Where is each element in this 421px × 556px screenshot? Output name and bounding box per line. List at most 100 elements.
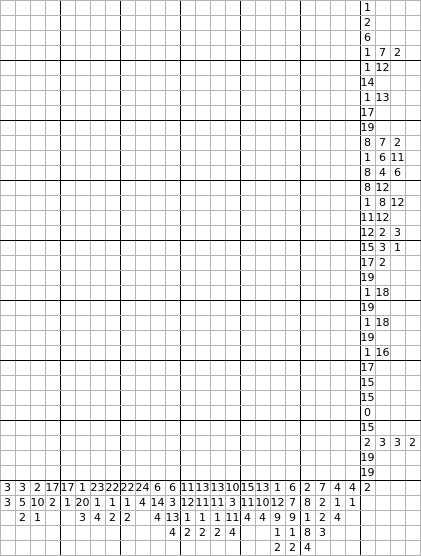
grid-cell[interactable] [195, 45, 210, 60]
grid-cell[interactable] [150, 105, 165, 120]
grid-cell[interactable] [180, 300, 195, 315]
grid-cell[interactable] [15, 465, 30, 480]
grid-cell[interactable] [45, 270, 60, 285]
grid-cell[interactable] [225, 90, 240, 105]
grid-cell[interactable] [210, 390, 225, 405]
grid-cell[interactable] [285, 405, 300, 420]
grid-cell[interactable] [255, 390, 270, 405]
grid-cell[interactable] [240, 390, 255, 405]
grid-cell[interactable] [75, 210, 90, 225]
grid-cell[interactable] [0, 180, 15, 195]
grid-cell[interactable] [75, 0, 90, 15]
grid-cell[interactable] [195, 270, 210, 285]
grid-cell[interactable] [165, 270, 180, 285]
grid-cell[interactable] [300, 435, 315, 450]
grid-cell[interactable] [120, 15, 135, 30]
grid-cell[interactable] [135, 195, 150, 210]
grid-cell[interactable] [255, 135, 270, 150]
grid-cell[interactable] [165, 120, 180, 135]
grid-cell[interactable] [345, 0, 360, 15]
grid-cell[interactable] [45, 435, 60, 450]
grid-cell[interactable] [90, 420, 105, 435]
grid-cell[interactable] [240, 195, 255, 210]
grid-cell[interactable] [270, 30, 285, 45]
grid-cell[interactable] [285, 420, 300, 435]
grid-cell[interactable] [270, 405, 285, 420]
grid-cell[interactable] [285, 195, 300, 210]
grid-cell[interactable] [300, 30, 315, 45]
grid-cell[interactable] [120, 75, 135, 90]
grid-cell[interactable] [45, 405, 60, 420]
grid-cell[interactable] [255, 345, 270, 360]
grid-cell[interactable] [105, 180, 120, 195]
grid-cell[interactable] [300, 465, 315, 480]
grid-cell[interactable] [210, 450, 225, 465]
grid-cell[interactable] [45, 75, 60, 90]
grid-cell[interactable] [255, 405, 270, 420]
grid-cell[interactable] [270, 150, 285, 165]
grid-cell[interactable] [120, 255, 135, 270]
grid-cell[interactable] [330, 225, 345, 240]
grid-cell[interactable] [15, 330, 30, 345]
grid-cell[interactable] [15, 360, 30, 375]
grid-cell[interactable] [330, 180, 345, 195]
grid-cell[interactable] [0, 105, 15, 120]
grid-cell[interactable] [30, 360, 45, 375]
grid-cell[interactable] [75, 285, 90, 300]
grid-cell[interactable] [195, 180, 210, 195]
grid-cell[interactable] [105, 345, 120, 360]
grid-cell[interactable] [315, 465, 330, 480]
grid-cell[interactable] [225, 360, 240, 375]
grid-cell[interactable] [105, 420, 120, 435]
grid-cell[interactable] [0, 300, 15, 315]
grid-cell[interactable] [15, 105, 30, 120]
grid-cell[interactable] [45, 30, 60, 45]
grid-cell[interactable] [330, 375, 345, 390]
grid-cell[interactable] [300, 240, 315, 255]
grid-cell[interactable] [270, 165, 285, 180]
grid-cell[interactable] [30, 255, 45, 270]
grid-cell[interactable] [165, 240, 180, 255]
grid-cell[interactable] [180, 15, 195, 30]
grid-cell[interactable] [300, 180, 315, 195]
grid-cell[interactable] [285, 15, 300, 30]
grid-cell[interactable] [60, 255, 75, 270]
grid-cell[interactable] [135, 240, 150, 255]
grid-cell[interactable] [150, 210, 165, 225]
grid-cell[interactable] [75, 120, 90, 135]
grid-cell[interactable] [255, 30, 270, 45]
grid-cell[interactable] [225, 240, 240, 255]
grid-cell[interactable] [240, 450, 255, 465]
grid-cell[interactable] [120, 330, 135, 345]
grid-cell[interactable] [75, 135, 90, 150]
grid-cell[interactable] [225, 375, 240, 390]
grid-cell[interactable] [210, 465, 225, 480]
grid-cell[interactable] [180, 360, 195, 375]
grid-cell[interactable] [30, 90, 45, 105]
grid-cell[interactable] [210, 195, 225, 210]
grid-cell[interactable] [150, 300, 165, 315]
grid-cell[interactable] [90, 60, 105, 75]
grid-cell[interactable] [315, 330, 330, 345]
grid-cell[interactable] [105, 105, 120, 120]
grid-cell[interactable] [45, 390, 60, 405]
grid-cell[interactable] [285, 240, 300, 255]
grid-cell[interactable] [270, 45, 285, 60]
grid-cell[interactable] [90, 180, 105, 195]
grid-cell[interactable] [285, 165, 300, 180]
grid-cell[interactable] [90, 15, 105, 30]
grid-cell[interactable] [315, 405, 330, 420]
grid-cell[interactable] [240, 435, 255, 450]
grid-cell[interactable] [345, 450, 360, 465]
grid-cell[interactable] [180, 375, 195, 390]
grid-cell[interactable] [15, 75, 30, 90]
grid-cell[interactable] [75, 345, 90, 360]
grid-cell[interactable] [135, 75, 150, 90]
grid-cell[interactable] [135, 30, 150, 45]
grid-cell[interactable] [30, 60, 45, 75]
grid-cell[interactable] [195, 255, 210, 270]
grid-cell[interactable] [255, 75, 270, 90]
grid-cell[interactable] [105, 15, 120, 30]
grid-cell[interactable] [195, 420, 210, 435]
grid-cell[interactable] [90, 450, 105, 465]
